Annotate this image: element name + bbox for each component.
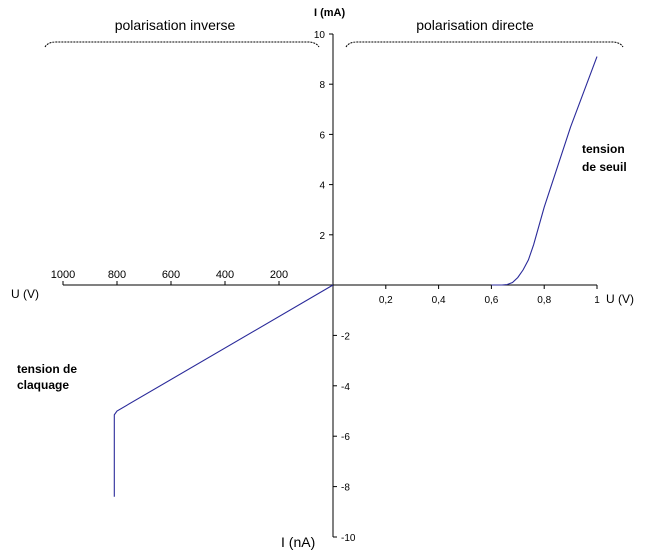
x-axis-left-label: U (V) (11, 287, 39, 301)
x-tick-label-reverse: 200 (270, 269, 288, 281)
y-tick-label-positive: 4 (319, 181, 325, 192)
x-tick-label-forward: 0,8 (537, 295, 551, 306)
reverse-bias-curve (113, 284, 334, 497)
y-tick-label-negative: -4 (341, 382, 350, 393)
y-tick-label-positive: 2 (319, 231, 325, 242)
y-axis-bottom-label: I (nA) (281, 534, 315, 550)
y-tick-label-negative: -2 (341, 331, 350, 342)
threshold-voltage-label-line2: de seuil (582, 160, 627, 174)
x-tick-label-forward: 0,6 (484, 295, 498, 306)
y-axis-top-label: I (mA) (314, 7, 346, 19)
x-tick-label-reverse: 1000 (51, 269, 75, 281)
y-tick-label-negative: -8 (341, 483, 350, 494)
forward-bias-header: polarisation directe (416, 17, 534, 33)
x-tick-label-forward: 1 (594, 295, 600, 306)
reverse-bias-brace (44, 41, 320, 48)
y-tick-label-negative: -6 (341, 432, 350, 443)
x-tick-label-reverse: 600 (162, 269, 180, 281)
x-tick-label-forward: 0,4 (432, 295, 446, 306)
x-axis-right-label: U (V) (606, 292, 634, 306)
breakdown-voltage-label-line2: claquage (17, 378, 69, 392)
x-tick-label-forward: 0,2 (379, 295, 393, 306)
y-tick-label-negative: -10 (341, 533, 356, 544)
x-tick-label-reverse: 400 (216, 269, 234, 281)
breakdown-voltage-label-line1: tension de (17, 362, 77, 376)
y-tick-label-positive: 8 (319, 80, 325, 91)
y-tick-label-positive: 10 (314, 30, 326, 41)
threshold-voltage-label-line1: tension (582, 142, 625, 156)
x-tick-label-reverse: 800 (108, 269, 126, 281)
reverse-bias-header: polarisation inverse (115, 17, 236, 33)
forward-bias-curve (491, 56, 598, 286)
y-tick-label-positive: 6 (319, 130, 325, 141)
forward-bias-brace (345, 41, 624, 48)
